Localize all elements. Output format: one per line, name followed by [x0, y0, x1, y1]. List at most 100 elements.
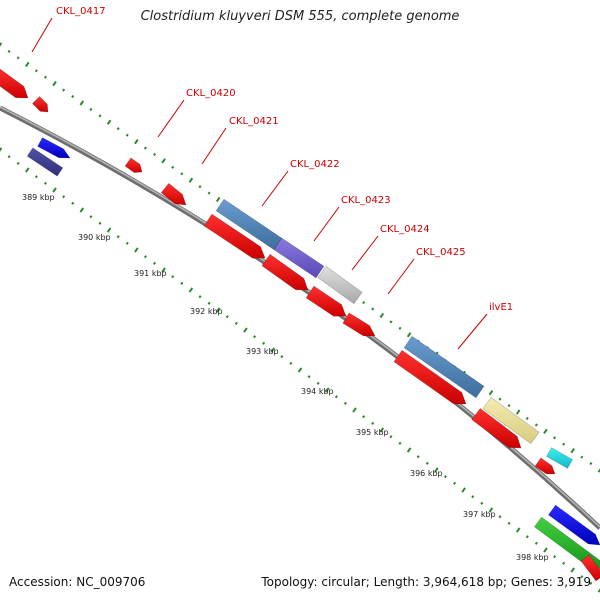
- gc-dot: [0, 147, 3, 153]
- gc-dot: [371, 421, 375, 425]
- gene-label-leader: [157, 99, 185, 138]
- gc-dot: [398, 326, 402, 330]
- kbp-tick-label: 398 kbp: [516, 553, 549, 562]
- gene-label[interactable]: CKL_0420: [186, 88, 236, 99]
- gc-dot: [471, 495, 475, 499]
- gc-dot: [0, 42, 3, 48]
- gc-dot: [143, 146, 147, 150]
- gc-dot: [289, 361, 293, 365]
- feature-green-a: [534, 516, 600, 574]
- cds-ckl-0422: [203, 213, 266, 259]
- gc-dot: [406, 332, 412, 338]
- gc-dot: [316, 381, 320, 385]
- genome-backbone: [0, 105, 600, 530]
- gc-dot: [406, 447, 412, 453]
- gc-dot: [161, 158, 166, 164]
- gc-dot: [362, 301, 366, 305]
- kbp-tick-label: 394 kbp: [301, 387, 334, 396]
- gc-dot: [543, 428, 548, 434]
- gc-dot: [161, 267, 166, 273]
- gc-dot: [379, 312, 385, 319]
- cds-ckl-0420: [124, 157, 143, 173]
- gc-dot: [125, 133, 129, 137]
- gene-label[interactable]: CKL_0422: [290, 159, 340, 170]
- gc-dot: [7, 155, 11, 159]
- gc-dot: [188, 287, 194, 293]
- feature-navy-a: [26, 147, 64, 177]
- gc-dot: [98, 114, 102, 118]
- cds-forward-b: [548, 504, 600, 546]
- gc-dot: [343, 401, 347, 405]
- cds-red-d: [580, 554, 600, 582]
- gene-label[interactable]: CKL_0417: [56, 6, 106, 17]
- gc-dot: [180, 172, 184, 176]
- gc-dot: [25, 167, 30, 173]
- gc-dot: [225, 315, 229, 319]
- gc-dot: [570, 448, 575, 454]
- gc-dot: [398, 441, 402, 445]
- gc-dot: [389, 320, 393, 324]
- gc-dot: [416, 455, 420, 459]
- genome-stats-text: Topology: circular; Length: 3,964,618 bp…: [261, 575, 591, 589]
- gc-dot: [215, 196, 221, 203]
- feature-cyan-a: [546, 447, 573, 469]
- gc-dot: [307, 375, 311, 379]
- gc-dot: [262, 341, 266, 345]
- cds-ckl-0424: [305, 285, 347, 317]
- gc-dot: [270, 347, 275, 353]
- genome-backbone-highlight: [0, 106, 600, 528]
- kbp-tick-label: 392 kbp: [190, 307, 223, 316]
- gc-dot: [589, 581, 593, 585]
- gene-label-leader: [351, 235, 379, 271]
- gc-dot: [434, 467, 439, 473]
- kbp-tick-label: 397 kbp: [463, 510, 496, 519]
- gc-dot: [562, 442, 566, 446]
- gc-dot: [507, 521, 511, 525]
- gc-dot: [43, 75, 47, 79]
- gc-dot: [543, 547, 548, 553]
- gc-dot: [16, 161, 20, 165]
- gc-dot: [580, 455, 584, 459]
- gc-dot: [352, 407, 357, 413]
- gc-dot: [480, 501, 484, 505]
- feature-ckl-0423: [273, 237, 325, 279]
- gene-label-leader: [387, 258, 415, 295]
- gene-label[interactable]: ilvE1: [489, 302, 513, 313]
- gene-label[interactable]: CKL_0424: [380, 224, 430, 235]
- cds-ckl-0418: [32, 96, 49, 113]
- gc-dot: [379, 427, 385, 433]
- gc-dot: [597, 467, 600, 473]
- gc-dot: [562, 561, 566, 565]
- gc-dot: [180, 281, 184, 285]
- gene-label[interactable]: CKL_0425: [416, 247, 466, 258]
- gc-dot: [62, 88, 66, 92]
- feature-yellow-a: [482, 396, 540, 445]
- gc-dot: [134, 247, 139, 253]
- gene-label[interactable]: CKL_0423: [341, 195, 391, 206]
- cds-forward-a: [37, 137, 71, 159]
- gc-dot: [198, 295, 202, 299]
- feature-ilve1: [403, 335, 485, 399]
- gc-dot: [498, 515, 502, 519]
- gc-dot: [297, 367, 303, 373]
- gc-dot: [325, 387, 330, 393]
- gc-dot: [498, 397, 502, 401]
- gc-dot: [188, 177, 194, 183]
- gc-dot: [116, 127, 120, 131]
- gc-dot: [553, 555, 557, 559]
- gc-dot: [198, 185, 202, 189]
- gc-dot: [125, 241, 129, 245]
- gc-dot: [71, 94, 75, 99]
- gene-label-leader: [31, 17, 53, 53]
- gene-label-leader: [313, 206, 340, 242]
- gc-content-dots-lower: [0, 147, 600, 593]
- gene-label[interactable]: CKL_0421: [229, 116, 279, 127]
- gc-dot: [334, 395, 338, 399]
- cds-ckl-0425: [342, 312, 376, 337]
- gc-dot: [534, 541, 538, 545]
- kbp-tick-label: 391 kbp: [134, 269, 167, 278]
- cds-ilve1: [393, 349, 467, 405]
- gc-dot: [215, 307, 221, 313]
- gc-dot: [243, 327, 248, 333]
